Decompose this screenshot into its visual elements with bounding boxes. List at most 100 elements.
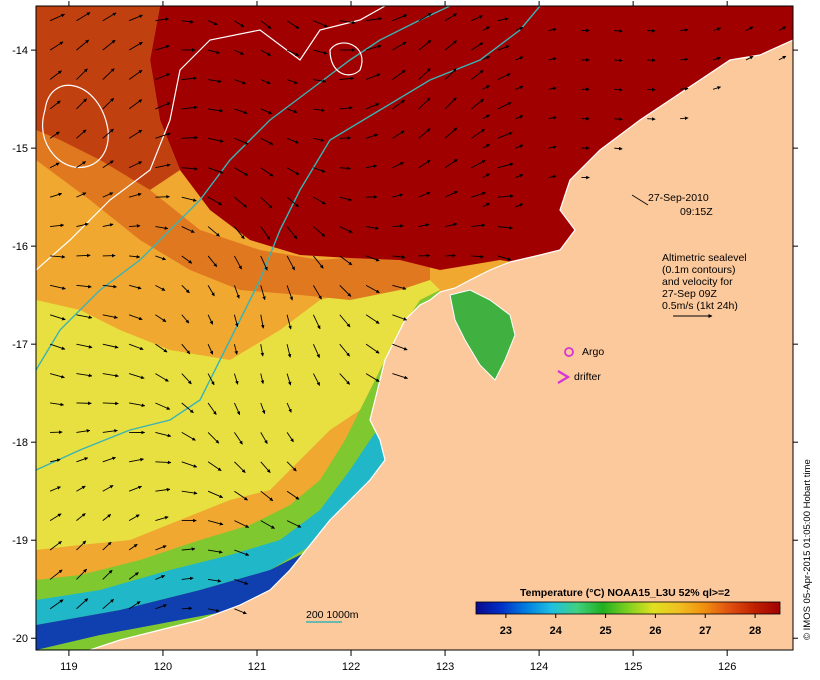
velocity-arrow <box>392 41 407 51</box>
velocity-arrow <box>181 432 196 441</box>
drifter-marker-icon <box>557 370 571 384</box>
velocity-arrow <box>286 432 294 443</box>
velocity-arrow <box>102 314 118 319</box>
velocity-arrow <box>418 191 431 198</box>
velocity-arrow <box>128 161 143 169</box>
velocity-arrow <box>155 255 167 261</box>
velocity-arrow <box>234 432 243 445</box>
velocity-arrow <box>778 55 787 61</box>
velocity-arrow <box>339 373 351 385</box>
velocity-arrow <box>680 28 689 32</box>
velocity-arrow <box>286 108 298 114</box>
velocity-arrow <box>515 115 524 120</box>
y-tick-label: -20 <box>12 633 28 645</box>
sealevel-info-line: (0.1m contours) <box>662 264 736 276</box>
velocity-arrow <box>365 314 380 324</box>
velocity-arrow <box>155 163 171 169</box>
velocity-arrow <box>76 253 91 258</box>
velocity-arrow <box>76 457 89 463</box>
sst-warm-patch <box>36 6 180 190</box>
velocity-arrow <box>207 343 214 355</box>
velocity-arrow <box>339 166 351 171</box>
velocity-arrow <box>181 285 190 294</box>
velocity-arrow <box>392 224 404 228</box>
velocity-arrow <box>471 191 486 198</box>
velocity-arrow <box>497 255 512 261</box>
velocity-arrow <box>444 97 457 110</box>
velocity-arrow <box>548 174 557 179</box>
drifter-label: drifter <box>574 371 601 383</box>
velocity-arrow <box>286 196 299 208</box>
velocity-arrow <box>392 255 406 259</box>
velocity-arrow <box>418 39 432 51</box>
velocity-arrow <box>50 458 61 463</box>
velocity-arrow <box>49 513 62 521</box>
velocity-arrow <box>471 98 485 110</box>
velocity-arrow <box>392 14 408 22</box>
velocity-arrow <box>365 133 379 139</box>
velocity-arrow <box>482 55 491 61</box>
sealevel-info-line: 0.5m/s (1kt 24h) <box>662 300 738 312</box>
velocity-arrow <box>313 79 327 83</box>
velocity-arrow <box>614 146 623 151</box>
velocity-arrow <box>102 343 119 349</box>
isobath-label: 200 1000m <box>306 609 359 621</box>
velocity-arrow <box>365 73 381 80</box>
velocity-arrow <box>313 285 322 300</box>
sst-orange-band <box>36 130 430 300</box>
velocity-arrow <box>207 314 214 325</box>
velocity-arrow <box>181 402 194 414</box>
velocity-arrow <box>181 255 193 264</box>
velocity-arrow <box>260 285 266 301</box>
velocity-arrow <box>339 76 355 81</box>
date-label: 27-Sep-2010 <box>648 192 709 204</box>
velocity-arrow <box>234 578 249 585</box>
velocity-arrow <box>181 314 190 324</box>
velocity-arrow <box>260 79 271 85</box>
velocity-arrow <box>260 196 273 209</box>
velocity-arrow <box>128 99 143 110</box>
velocity-arrow <box>418 12 432 22</box>
velocity-arrow <box>515 203 524 208</box>
colorbar: Temperature (°C) NOAA15_L3U 52% ql>=2 23… <box>475 587 781 637</box>
velocity-arrow <box>181 76 197 81</box>
velocity-arrow <box>548 116 557 120</box>
velocity-arrow <box>207 373 215 386</box>
argo-marker-icon <box>564 347 574 357</box>
velocity-arrow <box>234 108 248 115</box>
velocity-arrow <box>234 226 245 240</box>
velocity-arrow <box>339 20 356 25</box>
velocity-arrow <box>313 226 326 237</box>
velocity-arrow <box>548 27 557 32</box>
velocity-arrow <box>444 68 457 80</box>
velocity-arrow <box>712 27 722 31</box>
velocity-arrow <box>260 461 271 473</box>
velocity-arrow <box>234 79 247 85</box>
velocity-arrow <box>286 79 298 84</box>
velocity-arrow <box>181 135 199 140</box>
velocity-arrow <box>233 344 238 355</box>
velocity-arrow <box>286 344 292 358</box>
velocity-arrow <box>208 108 224 113</box>
velocity-arrow <box>339 255 353 266</box>
velocity-arrow <box>50 223 65 228</box>
velocity-arrow <box>50 402 65 407</box>
velocity-arrow <box>233 314 239 327</box>
velocity-arrow <box>76 98 87 110</box>
velocity-arrow <box>128 601 141 610</box>
velocity-arrow <box>286 49 300 56</box>
velocity-arrow <box>234 520 250 528</box>
velocity-arrow <box>515 56 524 61</box>
velocity-arrow <box>155 487 171 492</box>
velocity-arrow <box>155 373 169 382</box>
velocity-arrow <box>181 196 197 202</box>
velocity-arrow <box>497 101 512 110</box>
velocity-arrow <box>482 173 491 178</box>
velocity-arrow <box>365 44 382 51</box>
velocity-arrow <box>102 569 113 580</box>
velocity-arrow <box>497 45 510 51</box>
x-tick-label: 126 <box>718 661 736 673</box>
velocity-arrow <box>76 568 88 580</box>
velocity-arrow <box>128 314 143 321</box>
velocity-arrow <box>548 86 557 91</box>
